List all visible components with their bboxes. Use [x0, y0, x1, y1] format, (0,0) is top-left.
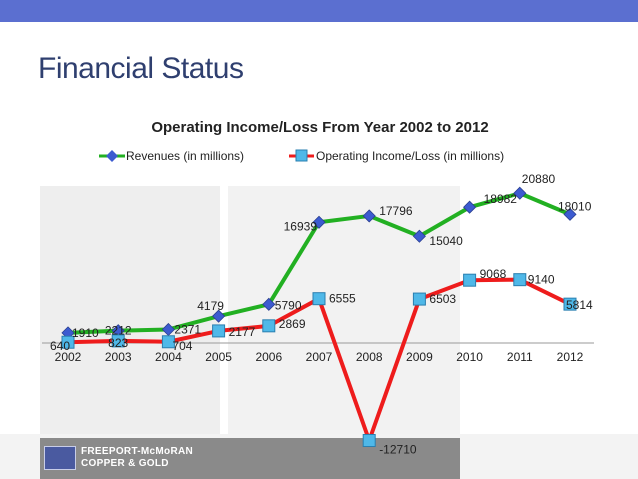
data-label-operating-income: 704	[172, 339, 192, 353]
data-point-revenues	[262, 297, 276, 311]
slide-title: Financial Status	[38, 52, 244, 85]
legend-item-revenues: Revenues (in millions)	[99, 149, 244, 163]
data-point-operating-income	[61, 335, 75, 349]
footer-logo-panel	[40, 438, 460, 479]
x-tick-label: 2007	[306, 350, 333, 364]
data-point-operating-income	[161, 335, 175, 349]
data-labels: 1910 2212 2371 4179 5790 16939 17796 15040 18982…	[50, 172, 593, 456]
background-panel-right	[228, 186, 460, 434]
data-label-revenues: 2212	[105, 324, 132, 338]
logo-line-1: FREEPORT-McMoRAN	[81, 446, 194, 457]
data-label-revenues: 15040	[429, 234, 463, 248]
data-point-operating-income	[362, 434, 376, 448]
data-point-operating-income	[513, 273, 527, 287]
x-axis-ticks: 2002 2003 2004 2005 2006 2007 2008 2009 2010 2011…	[55, 350, 584, 364]
x-tick-label: 2010	[456, 350, 483, 364]
header-bar	[0, 0, 638, 22]
data-point-operating-income	[312, 292, 326, 306]
legend-marker-revenues	[106, 150, 118, 162]
x-tick-label: 2009	[406, 350, 433, 364]
data-point-operating-income	[563, 297, 577, 311]
series-line-revenues	[67, 191, 571, 335]
data-point-operating-income	[262, 319, 276, 333]
data-label-operating-income: -12710	[379, 443, 417, 457]
data-point-operating-income	[111, 334, 125, 348]
data-label-revenues: 5790	[275, 298, 302, 312]
data-point-revenues	[312, 215, 326, 229]
data-label-revenues: 17796	[379, 204, 413, 218]
logo-line-2: COPPER & GOLD	[81, 458, 169, 469]
data-label-operating-income: 5814	[566, 298, 593, 312]
chart-title: Operating Income/Loss From Year 2002 to …	[151, 119, 488, 136]
data-label-operating-income: 9068	[480, 267, 507, 281]
x-tick-label: 2002	[55, 350, 82, 364]
x-tick-label: 2012	[557, 350, 584, 364]
series-markers	[61, 186, 577, 448]
x-tick-label: 2008	[356, 350, 383, 364]
data-label-operating-income: 823	[108, 336, 128, 350]
data-point-revenues	[161, 322, 175, 337]
data-label-revenues: 20880	[522, 172, 556, 186]
data-label-operating-income: 2869	[279, 317, 306, 331]
data-label-revenues: 18982	[484, 192, 518, 206]
legend-label-operating-income: Operating Income/Loss (in millions)	[316, 149, 504, 163]
data-label-revenues: 2371	[174, 322, 201, 336]
background-panel-left	[40, 186, 220, 434]
series-lines	[67, 191, 571, 443]
data-label-operating-income: 2177	[229, 325, 256, 339]
x-tick-label: 2005	[205, 350, 232, 364]
data-point-operating-income	[212, 324, 226, 338]
data-point-revenues	[513, 186, 527, 200]
x-tick-label: 2011	[507, 350, 533, 364]
data-label-operating-income: 9140	[528, 273, 555, 287]
data-label-revenues: 4179	[197, 299, 224, 313]
legend-label-revenues: Revenues (in millions)	[126, 149, 244, 163]
x-tick-label: 2006	[255, 350, 282, 364]
logo-mark-icon	[44, 446, 76, 470]
data-label-revenues: 1910	[72, 326, 99, 340]
data-label-revenues: 18010	[558, 199, 592, 213]
data-label-revenues: 16939	[284, 219, 318, 233]
data-point-operating-income	[412, 292, 426, 306]
company-logo: FREEPORT-McMoRAN COPPER & GOLD	[44, 446, 193, 470]
data-point-revenues	[362, 209, 376, 223]
data-label-operating-income: 640	[50, 339, 70, 353]
logo-wordmark: FREEPORT-McMoRAN COPPER & GOLD	[81, 446, 193, 470]
data-point-revenues	[463, 200, 477, 214]
x-tick-label: 2003	[105, 350, 132, 364]
legend-item-operating-income: Operating Income/Loss (in millions)	[289, 149, 504, 163]
legend-marker-operating-income	[295, 149, 308, 162]
data-point-revenues	[212, 309, 226, 323]
data-point-operating-income	[463, 273, 477, 287]
data-label-operating-income: 6503	[429, 292, 456, 306]
data-point-revenues	[563, 207, 577, 221]
data-label-operating-income: 6555	[329, 292, 356, 306]
data-point-revenues	[412, 229, 426, 243]
legend: Revenues (in millions) Operating Income/…	[99, 149, 504, 163]
x-tick-label: 2004	[155, 350, 182, 364]
